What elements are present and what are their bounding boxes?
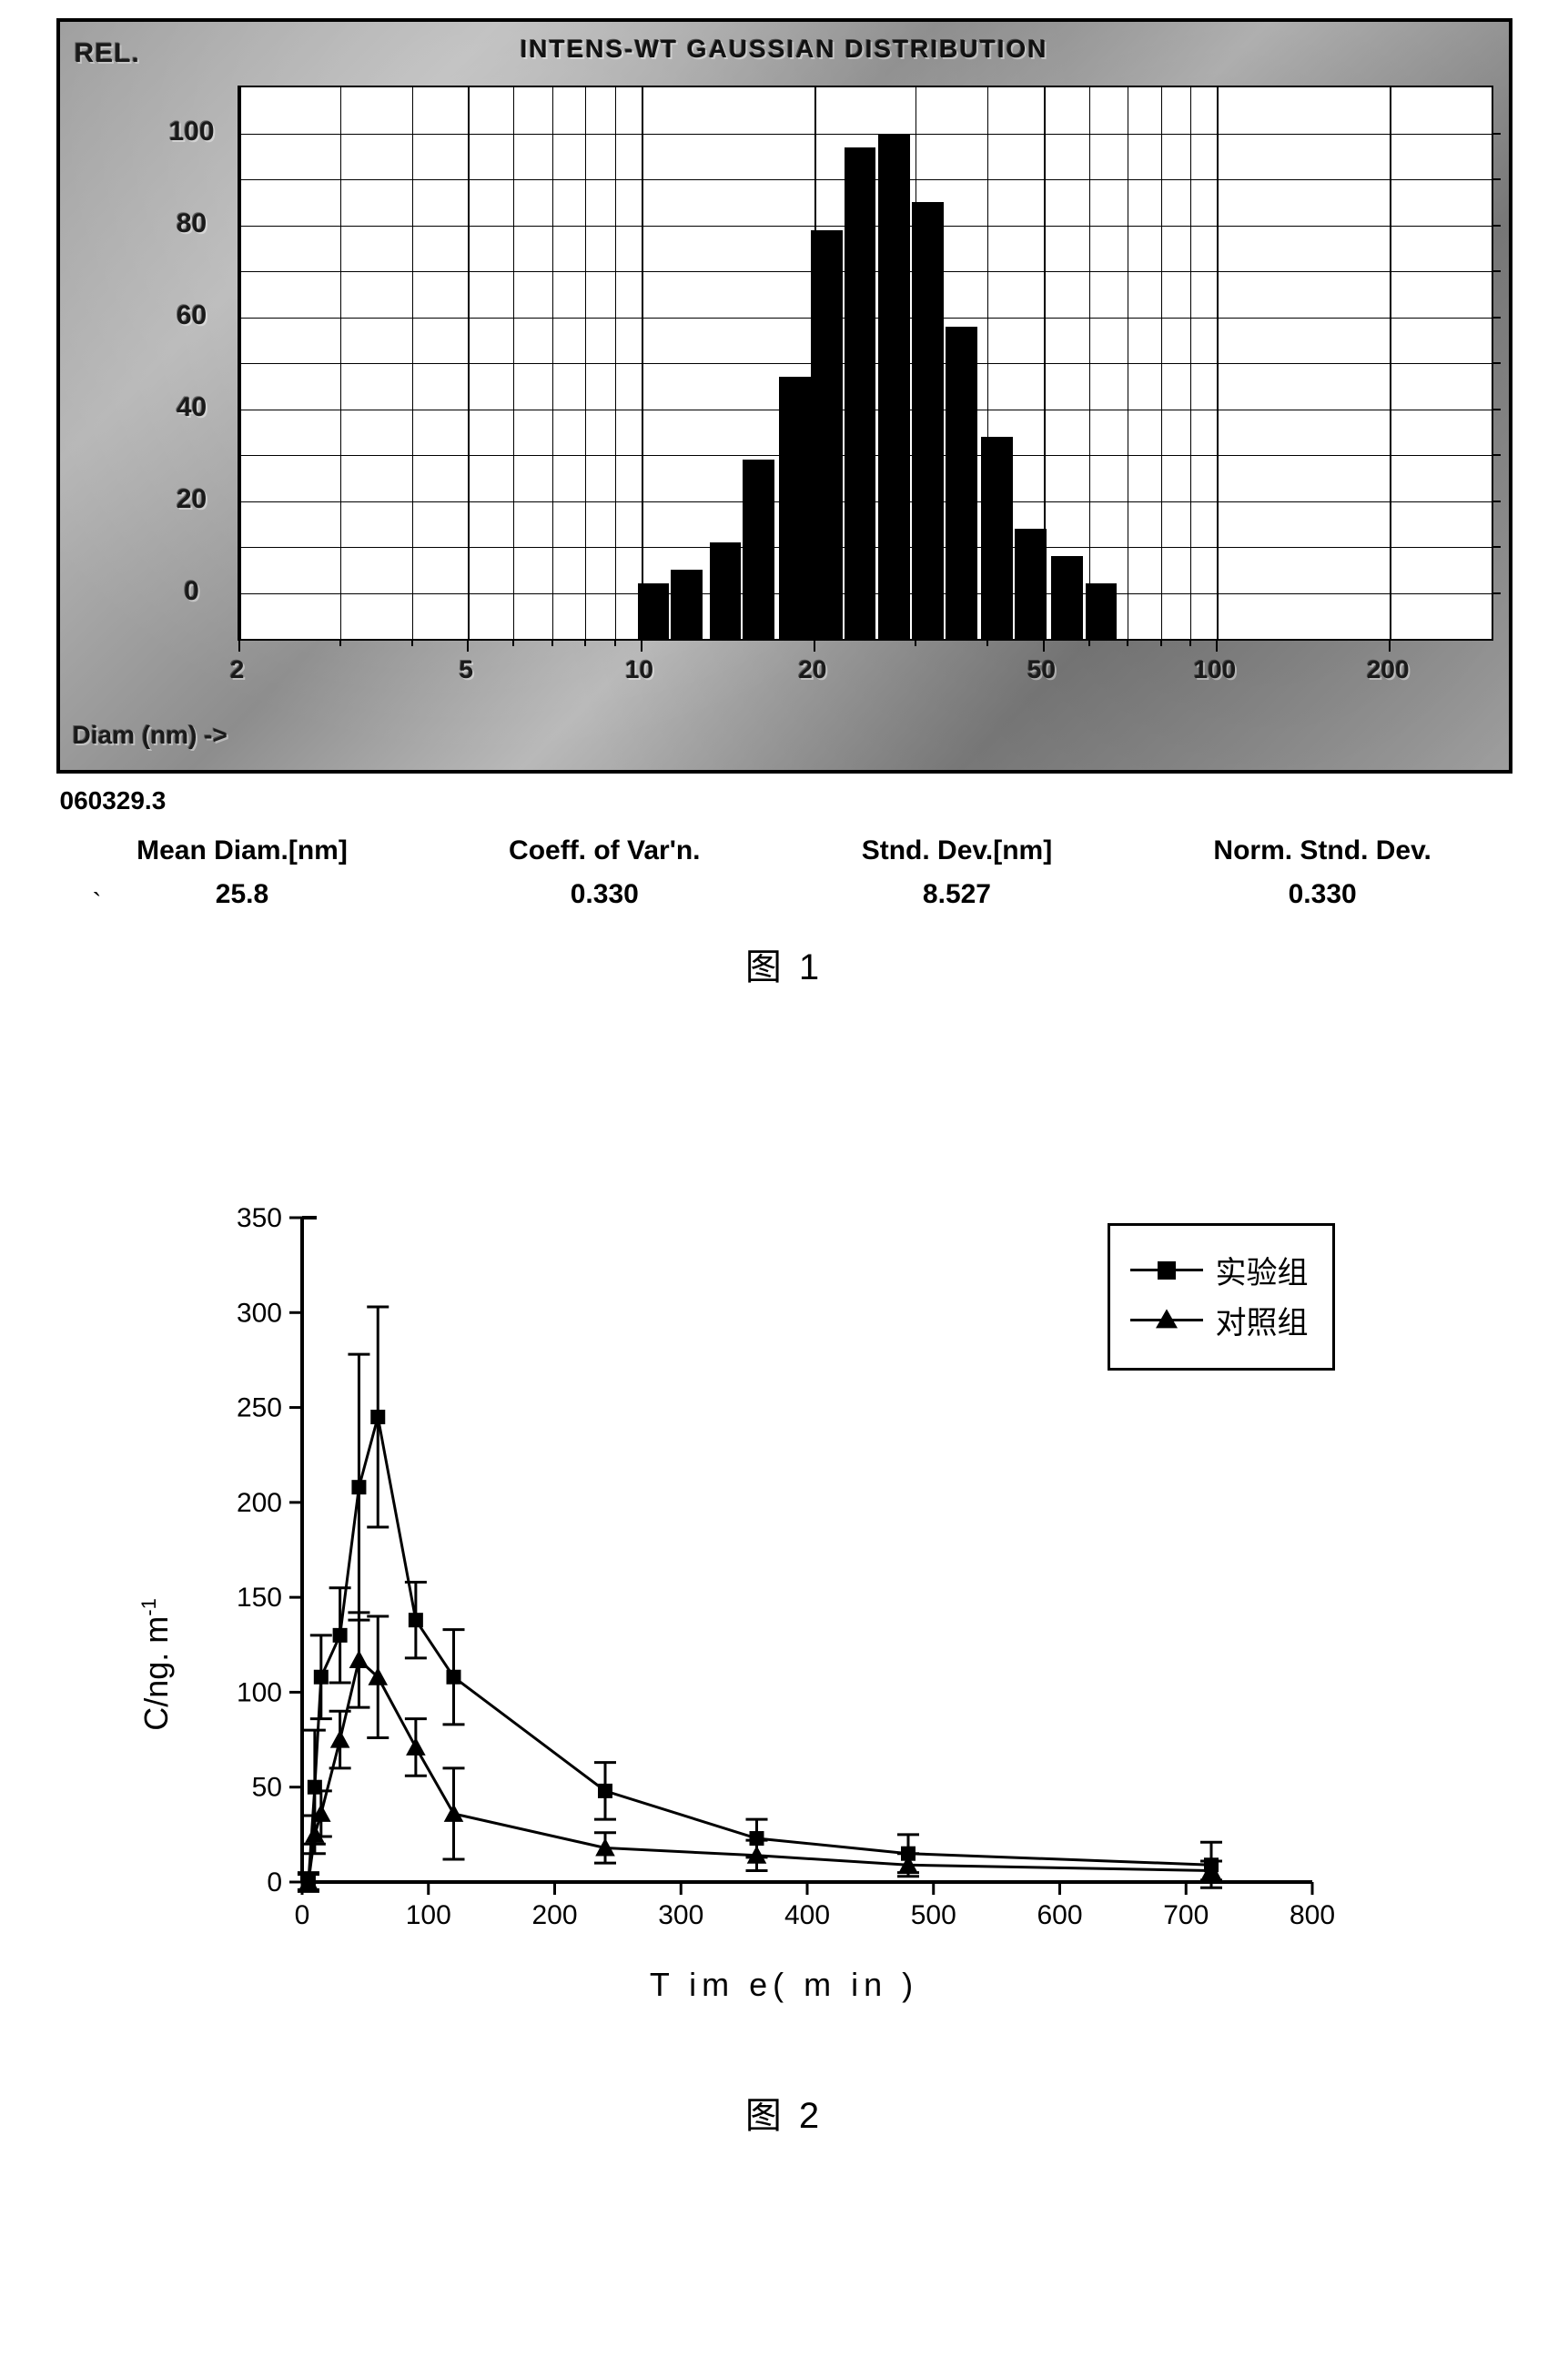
- triangle-marker-icon: [1156, 1309, 1178, 1328]
- svg-text:0: 0: [294, 1900, 309, 1930]
- fig1-stat-cv-label: Coeff. of Var'n.: [509, 835, 700, 866]
- fig1-bar: [1086, 583, 1118, 639]
- fig1-bar: [779, 377, 811, 639]
- svg-text:0: 0: [267, 1867, 282, 1898]
- fig1-bar: [946, 327, 977, 639]
- fig2-legend-label-2: 对照组: [1216, 1298, 1309, 1342]
- svg-text:100: 100: [405, 1900, 450, 1930]
- fig1-footnote-tick: `: [93, 888, 102, 919]
- fig1-bar: [912, 202, 944, 639]
- fig1-stat-sd: Stnd. Dev.[nm] 8.527: [862, 835, 1052, 910]
- fig1-stats-row: Mean Diam.[nm] 25.8 Coeff. of Var'n. 0.3…: [56, 835, 1512, 910]
- svg-text:300: 300: [658, 1900, 703, 1930]
- fig2-legend-row-2: 对照组: [1130, 1298, 1309, 1342]
- svg-text:200: 200: [236, 1488, 281, 1518]
- fig1-title: INTENS-WT GAUSSIAN DISTRIBUTION: [60, 35, 1509, 64]
- fig1-stat-mean-label: Mean Diam.[nm]: [137, 835, 348, 866]
- fig1-bar: [743, 460, 774, 639]
- fig2-caption: 图 2: [56, 2086, 1512, 2139]
- svg-text:300: 300: [236, 1298, 281, 1328]
- svg-text:600: 600: [1037, 1900, 1082, 1930]
- fig1-x-tick-label: 200: [1367, 655, 1410, 684]
- fig1-x-tick-label: 100: [1194, 655, 1237, 684]
- fig1-x-axis-label: Diam (nm) ->: [73, 721, 228, 750]
- svg-text:700: 700: [1163, 1900, 1209, 1930]
- svg-text:50: 50: [251, 1773, 281, 1803]
- fig2-legend-row-1: 实验组: [1130, 1248, 1309, 1292]
- fig1-stat-cv: Coeff. of Var'n. 0.330: [509, 835, 700, 910]
- fig1-y-tick-label: 0: [160, 576, 224, 607]
- fig1-x-tick-label: 5: [459, 655, 473, 684]
- fig1-subtitle: 060329.3: [60, 786, 1512, 815]
- fig1-bar: [811, 230, 843, 639]
- fig2-legend-label-1: 实验组: [1216, 1248, 1309, 1292]
- svg-text:150: 150: [236, 1583, 281, 1613]
- svg-text:350: 350: [236, 1203, 281, 1233]
- fig1-stat-cv-value: 0.330: [509, 879, 700, 910]
- fig1-y-tick-label: 40: [160, 392, 224, 423]
- fig1-y-tick-label: 20: [160, 484, 224, 515]
- legend-line-icon: [1130, 1269, 1203, 1271]
- fig1-bar: [710, 542, 742, 639]
- svg-text:400: 400: [784, 1900, 829, 1930]
- fig1-bar: [981, 437, 1013, 639]
- fig1-stat-mean-value: 25.8: [137, 879, 348, 910]
- fig2-x-axis-label: T im e( m in ): [56, 1966, 1512, 2004]
- fig1-stat-nsd: Norm. Stnd. Dev. 0.330: [1213, 835, 1431, 910]
- svg-text:200: 200: [531, 1900, 577, 1930]
- svg-text:250: 250: [236, 1393, 281, 1423]
- fig1-bar: [1051, 556, 1083, 639]
- svg-text:100: 100: [236, 1677, 281, 1707]
- fig1-bar: [878, 134, 910, 640]
- fig1-stat-nsd-label: Norm. Stnd. Dev.: [1213, 835, 1431, 866]
- fig1-stat-nsd-value: 0.330: [1213, 879, 1431, 910]
- fig1-bar: [1015, 529, 1047, 639]
- square-marker-icon: [1158, 1261, 1176, 1280]
- fig1-x-tick-label: 10: [625, 655, 653, 684]
- fig1-stat-sd-label: Stnd. Dev.[nm]: [862, 835, 1052, 866]
- page-root: REL. INTENS-WT GAUSSIAN DISTRIBUTION Dia…: [0, 0, 1568, 2193]
- fig1-y-tick-label: 60: [160, 300, 224, 331]
- fig1-y-tick-label: 100: [160, 116, 224, 147]
- fig1-caption: 图 1: [56, 937, 1512, 990]
- svg-text:500: 500: [910, 1900, 956, 1930]
- fig1-bar: [845, 147, 876, 639]
- fig1-x-tick-label: 2: [230, 655, 245, 684]
- fig1-x-tick-label: 20: [798, 655, 826, 684]
- fig1-x-tick-label: 50: [1027, 655, 1056, 684]
- fig1-y-tick-label: 80: [160, 208, 224, 239]
- svg-text:800: 800: [1289, 1900, 1334, 1930]
- fig1-bar: [671, 570, 703, 639]
- fig2-legend: 实验组 对照组: [1108, 1223, 1335, 1371]
- figure-2: C/ng. m-1 实验组 对照组 0 50 100 150 200 250 300 350 0…: [56, 1190, 1512, 2139]
- fig1-stat-sd-value: 8.527: [862, 879, 1052, 910]
- figure-1: REL. INTENS-WT GAUSSIAN DISTRIBUTION Dia…: [56, 18, 1512, 990]
- fig2-y-axis-label: C/ng. m-1: [137, 1598, 176, 1731]
- fig1-plot-area: [238, 86, 1493, 641]
- fig1-stat-mean: Mean Diam.[nm] 25.8: [137, 835, 348, 910]
- fig1-panel: REL. INTENS-WT GAUSSIAN DISTRIBUTION Dia…: [56, 18, 1512, 774]
- legend-line-icon: [1130, 1319, 1203, 1321]
- fig1-bar: [638, 583, 670, 639]
